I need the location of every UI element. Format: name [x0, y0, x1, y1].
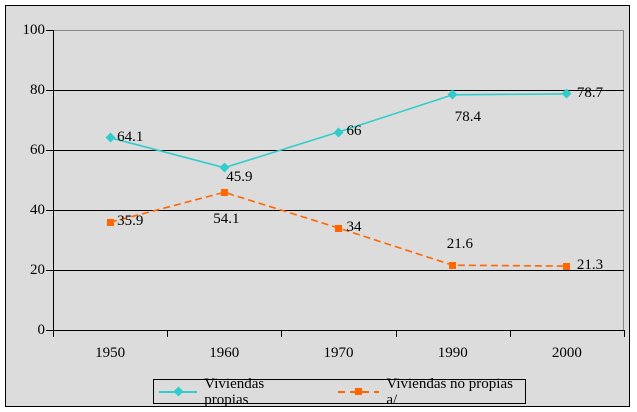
y-axis-tick — [46, 210, 53, 211]
y-axis-tick-label: 20 — [30, 262, 45, 278]
data-label: 45.9 — [226, 168, 253, 185]
legend-line-sample-solid — [159, 386, 198, 397]
y-axis-tick — [46, 270, 53, 271]
y-axis-tick-label: 60 — [30, 142, 45, 158]
x-axis-tick — [167, 331, 169, 337]
legend-line-sample-dashed — [338, 388, 380, 395]
legend: Viviendas propias Viviendas no propias a… — [153, 376, 526, 408]
diamond-marker-icon — [173, 386, 184, 397]
data-label: 21.3 — [576, 257, 604, 274]
legend-item-viviendas-no-propias: Viviendas no propias a/ — [338, 376, 525, 408]
y-axis-line — [53, 30, 54, 337]
plot-area-border — [53, 30, 624, 331]
square-marker-icon — [563, 262, 571, 270]
gridline — [54, 270, 624, 271]
x-axis-tick-label: 1970 — [323, 345, 354, 361]
legend-label-viviendas-no-propias: Viviendas no propias a/ — [386, 375, 513, 408]
data-label: 54.1 — [213, 211, 240, 228]
data-label: 21.6 — [446, 236, 473, 253]
x-axis-tick-label: 1960 — [209, 345, 240, 361]
gridline — [54, 150, 624, 151]
chart-frame — [5, 5, 630, 407]
x-axis-line — [53, 330, 625, 331]
data-label: 78.4 — [454, 108, 481, 125]
square-marker-icon — [449, 261, 457, 269]
x-axis-tick — [281, 331, 283, 337]
legend-label-viviendas-propias: Viviendas propias — [204, 375, 265, 408]
square-marker-icon — [355, 388, 363, 395]
y-axis-tick-label: 80 — [30, 82, 45, 98]
x-axis-tick — [509, 331, 511, 337]
x-axis-tick — [624, 331, 625, 337]
data-label: 64.1 — [117, 128, 144, 145]
data-label: 35.9 — [117, 213, 144, 230]
y-axis-tick-label: 40 — [30, 202, 45, 218]
gridline — [54, 90, 624, 91]
x-axis-tick — [395, 331, 397, 337]
x-axis-tick-label: 1950 — [95, 345, 126, 361]
y-axis-tick — [46, 330, 53, 331]
y-axis-tick-label: 0 — [37, 322, 46, 338]
x-axis-tick-label: 1990 — [437, 345, 468, 361]
gridline — [54, 210, 624, 211]
data-label: 66 — [346, 123, 362, 139]
x-axis-tick-label: 2000 — [551, 345, 582, 361]
y-axis-tick — [46, 90, 53, 91]
series-lines — [109, 93, 567, 267]
square-marker-icon — [106, 218, 114, 226]
y-axis-tick — [46, 30, 53, 31]
square-marker-icon — [220, 188, 228, 196]
data-label: 34 — [346, 219, 362, 235]
square-marker-icon — [335, 224, 342, 232]
y-axis-tick — [46, 150, 53, 151]
data-label: 78.7 — [576, 84, 604, 101]
y-axis-tick-label: 100 — [22, 22, 46, 38]
legend-item-viviendas-propias: Viviendas propias — [159, 376, 310, 408]
